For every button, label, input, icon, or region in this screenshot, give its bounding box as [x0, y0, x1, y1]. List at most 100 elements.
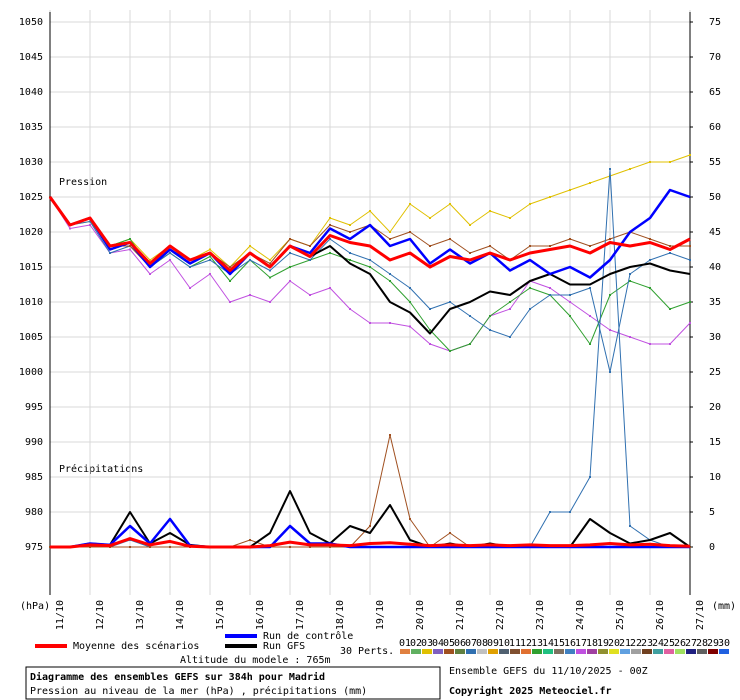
- point: [549, 511, 551, 513]
- perturbation-code: 15: [553, 638, 565, 649]
- perturbation-code: 16: [564, 638, 576, 649]
- point: [589, 245, 591, 247]
- y-tick-label: 995: [25, 402, 43, 413]
- y2-tick-label: 15: [709, 437, 721, 448]
- perturbation-code: 14: [542, 638, 554, 649]
- point: [469, 224, 471, 226]
- x-tick-label: 27/10: [695, 600, 706, 630]
- point: [229, 301, 231, 303]
- point: [289, 280, 291, 282]
- perturbation-swatch: [532, 649, 542, 654]
- x-tick-label: 16/10: [255, 600, 266, 630]
- y-tick-label: 985: [25, 472, 43, 483]
- perturbation-code: 06: [454, 638, 466, 649]
- x-tick-label: 15/10: [215, 600, 226, 630]
- y-tick-label: 1040: [19, 87, 43, 98]
- point: [449, 238, 451, 240]
- point: [269, 301, 271, 303]
- point: [209, 273, 211, 275]
- perturbation-code: 17: [575, 638, 587, 649]
- point: [529, 308, 531, 310]
- point: [649, 259, 651, 261]
- point: [649, 343, 651, 345]
- x-tick-label: 23/10: [535, 600, 546, 630]
- point: [329, 287, 331, 289]
- perturbation-swatch: [686, 649, 696, 654]
- y-tick-label: 1000: [19, 367, 43, 378]
- pressure-line: [48, 188, 691, 279]
- point: [149, 546, 151, 548]
- x-tick-label: 12/10: [95, 600, 106, 630]
- point: [509, 308, 511, 310]
- perturbation-swatch: [455, 649, 465, 654]
- point: [389, 273, 391, 275]
- perturbation-swatch: [411, 649, 421, 654]
- point: [469, 343, 471, 345]
- y2-tick-label: 50: [709, 192, 721, 203]
- point: [169, 546, 171, 548]
- y2-tick-label: 20: [709, 402, 721, 413]
- point: [309, 546, 311, 548]
- point: [69, 227, 71, 230]
- point: [469, 252, 471, 254]
- point: [589, 182, 591, 184]
- point: [629, 273, 631, 275]
- point: [489, 210, 491, 212]
- chart-subtitle: Pression au niveau de la mer (hPa) , pré…: [30, 685, 367, 697]
- y2-tick-label: 35: [709, 297, 721, 308]
- x-tick-label: 24/10: [575, 600, 586, 630]
- y2-tick-label: 25: [709, 367, 721, 378]
- point: [609, 329, 611, 331]
- point: [509, 217, 511, 219]
- y2-tick-label: 45: [709, 227, 721, 238]
- altitude: Altitude du modele : 765m: [180, 655, 331, 666]
- point: [529, 245, 531, 247]
- x-tick-label: 19/10: [375, 600, 386, 630]
- perturbation-code: 12: [520, 638, 532, 649]
- run-label: Ensemble GEFS du 11/10/2025 - 00Z: [449, 666, 648, 677]
- pressure-label: Pression: [59, 177, 107, 188]
- point: [189, 266, 191, 268]
- copyright: Copyright 2025 Meteociel.fr: [449, 685, 612, 697]
- point: [209, 248, 211, 251]
- perturbation-swatch: [488, 649, 498, 654]
- perturbation-swatch: [664, 649, 674, 654]
- perturbation-swatch: [653, 649, 663, 654]
- perturbation-code: 26: [674, 638, 686, 649]
- point: [609, 168, 611, 170]
- point: [549, 245, 551, 247]
- point: [629, 336, 631, 338]
- point: [649, 287, 651, 289]
- point: [189, 287, 191, 289]
- point: [149, 273, 151, 275]
- point: [609, 238, 611, 240]
- y-tick-label: 1050: [19, 17, 43, 28]
- precip-label: Précipitations: [59, 463, 143, 475]
- point: [429, 217, 431, 219]
- point: [209, 259, 211, 261]
- x-tick-label: 14/10: [175, 600, 186, 630]
- perturbation-swatch: [708, 649, 718, 654]
- perturbation-swatch: [642, 649, 652, 654]
- perturbation-code: 20: [608, 638, 620, 649]
- perturbation-swatch: [565, 649, 575, 654]
- perturbation-code: 03: [421, 638, 433, 649]
- point: [669, 245, 671, 247]
- point: [289, 252, 291, 254]
- perturbation-code: 13: [531, 638, 543, 649]
- point: [429, 329, 431, 331]
- point: [329, 238, 331, 240]
- x-tick-label: 17/10: [295, 600, 306, 630]
- y-tick-label: 975: [25, 542, 43, 553]
- y-tick-label: 1035: [19, 122, 43, 133]
- y-tick-label: 1005: [19, 332, 43, 343]
- point: [269, 276, 271, 279]
- point: [269, 269, 271, 272]
- perturbation-code: 01: [399, 638, 411, 649]
- x-tick-label: 21/10: [455, 600, 466, 630]
- y-tick-label: 1030: [19, 157, 43, 168]
- point: [589, 287, 591, 289]
- perturbation-code: 08: [476, 638, 488, 649]
